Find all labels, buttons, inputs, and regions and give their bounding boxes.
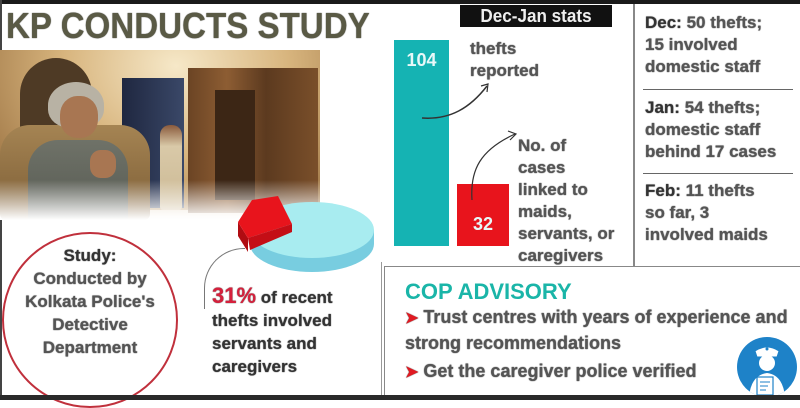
stat-percent: 31% <box>212 283 257 308</box>
advisory-item: ➤ Trust centres with years of experience… <box>405 307 788 353</box>
study-circle <box>2 232 178 408</box>
bar2-label: No. of cases linked to maids, servants, … <box>518 136 615 265</box>
bar-thefts-reported: 104 <box>394 40 449 246</box>
advisory-item: ➤ Get the caregiver police verified <box>405 361 697 381</box>
chart-header: Dec-Jan stats <box>460 5 612 27</box>
bar-cases-linked: 32 <box>457 184 509 246</box>
column-divider <box>633 4 635 266</box>
bottom-border <box>0 395 800 400</box>
column-divider <box>381 262 382 396</box>
bar1-label: thefts reported <box>470 39 539 80</box>
divider <box>643 173 793 174</box>
month-jan: Jan: 54 thefts; domestic staff behind 17… <box>645 98 777 161</box>
study-line: Detective <box>52 315 128 334</box>
arrow-right-icon: ➤ <box>405 310 419 327</box>
stat-description: of recent thefts involved servants and c… <box>212 288 333 376</box>
cop-advisory-box: COP ADVISORY ➤ Trust centres with years … <box>384 266 800 396</box>
pie-chart-icon <box>238 196 374 272</box>
study-text: Study: Conducted by Kolkata Police's Det… <box>2 244 178 359</box>
divider <box>643 89 793 90</box>
bar-value: 104 <box>406 50 437 70</box>
study-line: Conducted by <box>33 269 147 288</box>
arrow-right-icon: ➤ <box>405 364 419 381</box>
month-feb: Feb: 11 thefts so far, 3 involved maids <box>645 181 768 244</box>
elderly-woman-face <box>60 96 98 138</box>
bar-value: 32 <box>472 214 494 234</box>
pie-stat-text: 31% of recent thefts involved servants a… <box>212 284 362 378</box>
police-officer-icon <box>737 337 797 397</box>
advisory-title: COP ADVISORY <box>405 279 572 304</box>
page-title: KP CONDUCTS STUDY <box>6 5 370 46</box>
study-line: Department <box>42 338 138 357</box>
study-heading: Study: <box>63 246 117 265</box>
top-border <box>0 0 800 4</box>
month-dec: Dec: 50 thefts; 15 involved domestic sta… <box>645 13 763 76</box>
study-line: Kolkata Police's <box>25 292 155 311</box>
